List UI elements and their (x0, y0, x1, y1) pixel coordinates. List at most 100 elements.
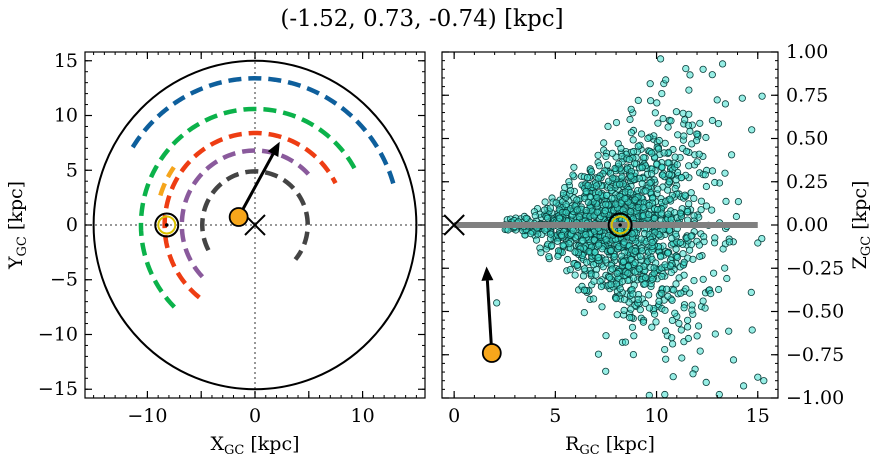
scatter-point (701, 171, 709, 179)
scatter-point (627, 105, 635, 113)
edge-on-star-marker (481, 343, 502, 363)
scatter-point (697, 206, 705, 214)
scatter-point (543, 214, 552, 222)
scatter-point (695, 150, 703, 158)
scatter-point (493, 299, 501, 307)
edge-on-velocity-arrow-shaft (485, 280, 494, 354)
scatter-point (738, 94, 746, 102)
scatter-point (634, 96, 642, 105)
scatter-point (683, 207, 692, 216)
scatter-point (637, 235, 645, 243)
scatter-point (634, 142, 642, 150)
scatter-point (589, 261, 598, 269)
scatter-point (686, 127, 694, 135)
scatter-point (631, 259, 639, 267)
scatter-point (580, 286, 589, 294)
scatter-point (718, 60, 727, 68)
scatter-point (602, 367, 610, 375)
scatter-point (626, 115, 634, 124)
scatter-point (546, 230, 555, 238)
scatter-point (583, 258, 591, 266)
sun-marker-dot (164, 223, 169, 227)
scatter-point (655, 136, 663, 145)
scatter-point (634, 295, 642, 303)
scatter-point (673, 161, 681, 169)
scatter-point (686, 71, 694, 79)
scatter-point (617, 144, 625, 152)
scatter-point (708, 116, 717, 125)
scatter-point (656, 55, 665, 63)
face-on-panel: −10 0 10 −15 −10 −5 0 5 10 15 XGC [kpc] YGC [kpc] (5, 50, 426, 458)
scatter-point (559, 189, 568, 197)
face-on-star-marker (228, 207, 249, 227)
scatter-point (661, 327, 670, 335)
scatter-point (613, 269, 621, 277)
z-tick-label: −0.25 (786, 257, 844, 279)
scatter-point (711, 234, 719, 242)
scatter-point (631, 247, 639, 255)
scatter-point (589, 295, 598, 303)
scatter-point (666, 195, 674, 203)
scatter-point (621, 338, 630, 346)
scatter-point (582, 231, 590, 239)
z-tick-label: 1.00 (786, 41, 828, 63)
scatter-point (671, 309, 679, 317)
scatter-point (725, 327, 733, 335)
scatter-point (714, 285, 723, 294)
scatter-point (570, 163, 578, 171)
scatter-point (598, 303, 606, 311)
scatter-point (579, 237, 587, 245)
scatter-point (569, 226, 577, 235)
scatter-point (569, 171, 577, 179)
edge-on-ticks: 0 5 10 15 −1.00 −0.75 −0.50 −0.25 0.00 0.25 0.50 0.… (442, 41, 844, 427)
scatter-point (690, 276, 698, 285)
scatter-point (527, 230, 535, 238)
scatter-point (653, 160, 661, 168)
scatter-point (614, 160, 623, 168)
figure-title: (-1.52, 0.73, -0.74) [kpc] (280, 6, 563, 32)
y-tick-label: 0 (66, 214, 78, 236)
face-on-plot-area (85, 52, 425, 398)
scatter-point (667, 268, 675, 277)
scatter-point (579, 272, 588, 280)
scatter-point (607, 246, 615, 254)
scatter-point (680, 258, 688, 266)
scatter-point (571, 248, 579, 256)
scatter-point (629, 147, 638, 156)
scatter-point (548, 241, 556, 250)
scatter-point (676, 209, 684, 217)
scatter-point (648, 275, 657, 283)
scatter-point (664, 123, 672, 131)
scatter-point (687, 232, 695, 240)
scatter-point (645, 291, 653, 299)
scatter-point (732, 212, 741, 221)
scatter-point (657, 253, 665, 261)
scatter-point (552, 199, 560, 207)
galaxy-outer-circle (92, 59, 418, 391)
scatter-point (719, 245, 727, 253)
scatter-point (562, 200, 570, 209)
scatter-point (591, 248, 599, 256)
scatter-point (658, 171, 667, 179)
spiral-arm-1 (138, 106, 360, 309)
scatter-point (661, 390, 669, 398)
scatter-point (668, 296, 676, 304)
scatter-point (693, 158, 701, 166)
scatter-point (690, 212, 698, 220)
edge-on-sun-outer (607, 212, 633, 238)
y-tick-label: 10 (54, 105, 78, 127)
y-tick-label: 5 (66, 159, 78, 181)
scatter-point (582, 206, 590, 215)
face-on-ticks: −10 0 10 −15 −10 −5 0 5 10 15 (38, 50, 425, 427)
scatter-point (662, 355, 670, 363)
x-tick-label: 10 (351, 405, 375, 427)
scatter-point (594, 254, 602, 262)
scatter-point (729, 356, 738, 364)
edge-on-sun-ring (610, 215, 630, 235)
spiral-arm-0 (130, 76, 396, 186)
scatter-point (650, 214, 659, 222)
scatter-point (702, 133, 710, 142)
scatter-point (664, 210, 672, 218)
scatter-point (531, 212, 539, 220)
scatter-point (626, 313, 634, 322)
